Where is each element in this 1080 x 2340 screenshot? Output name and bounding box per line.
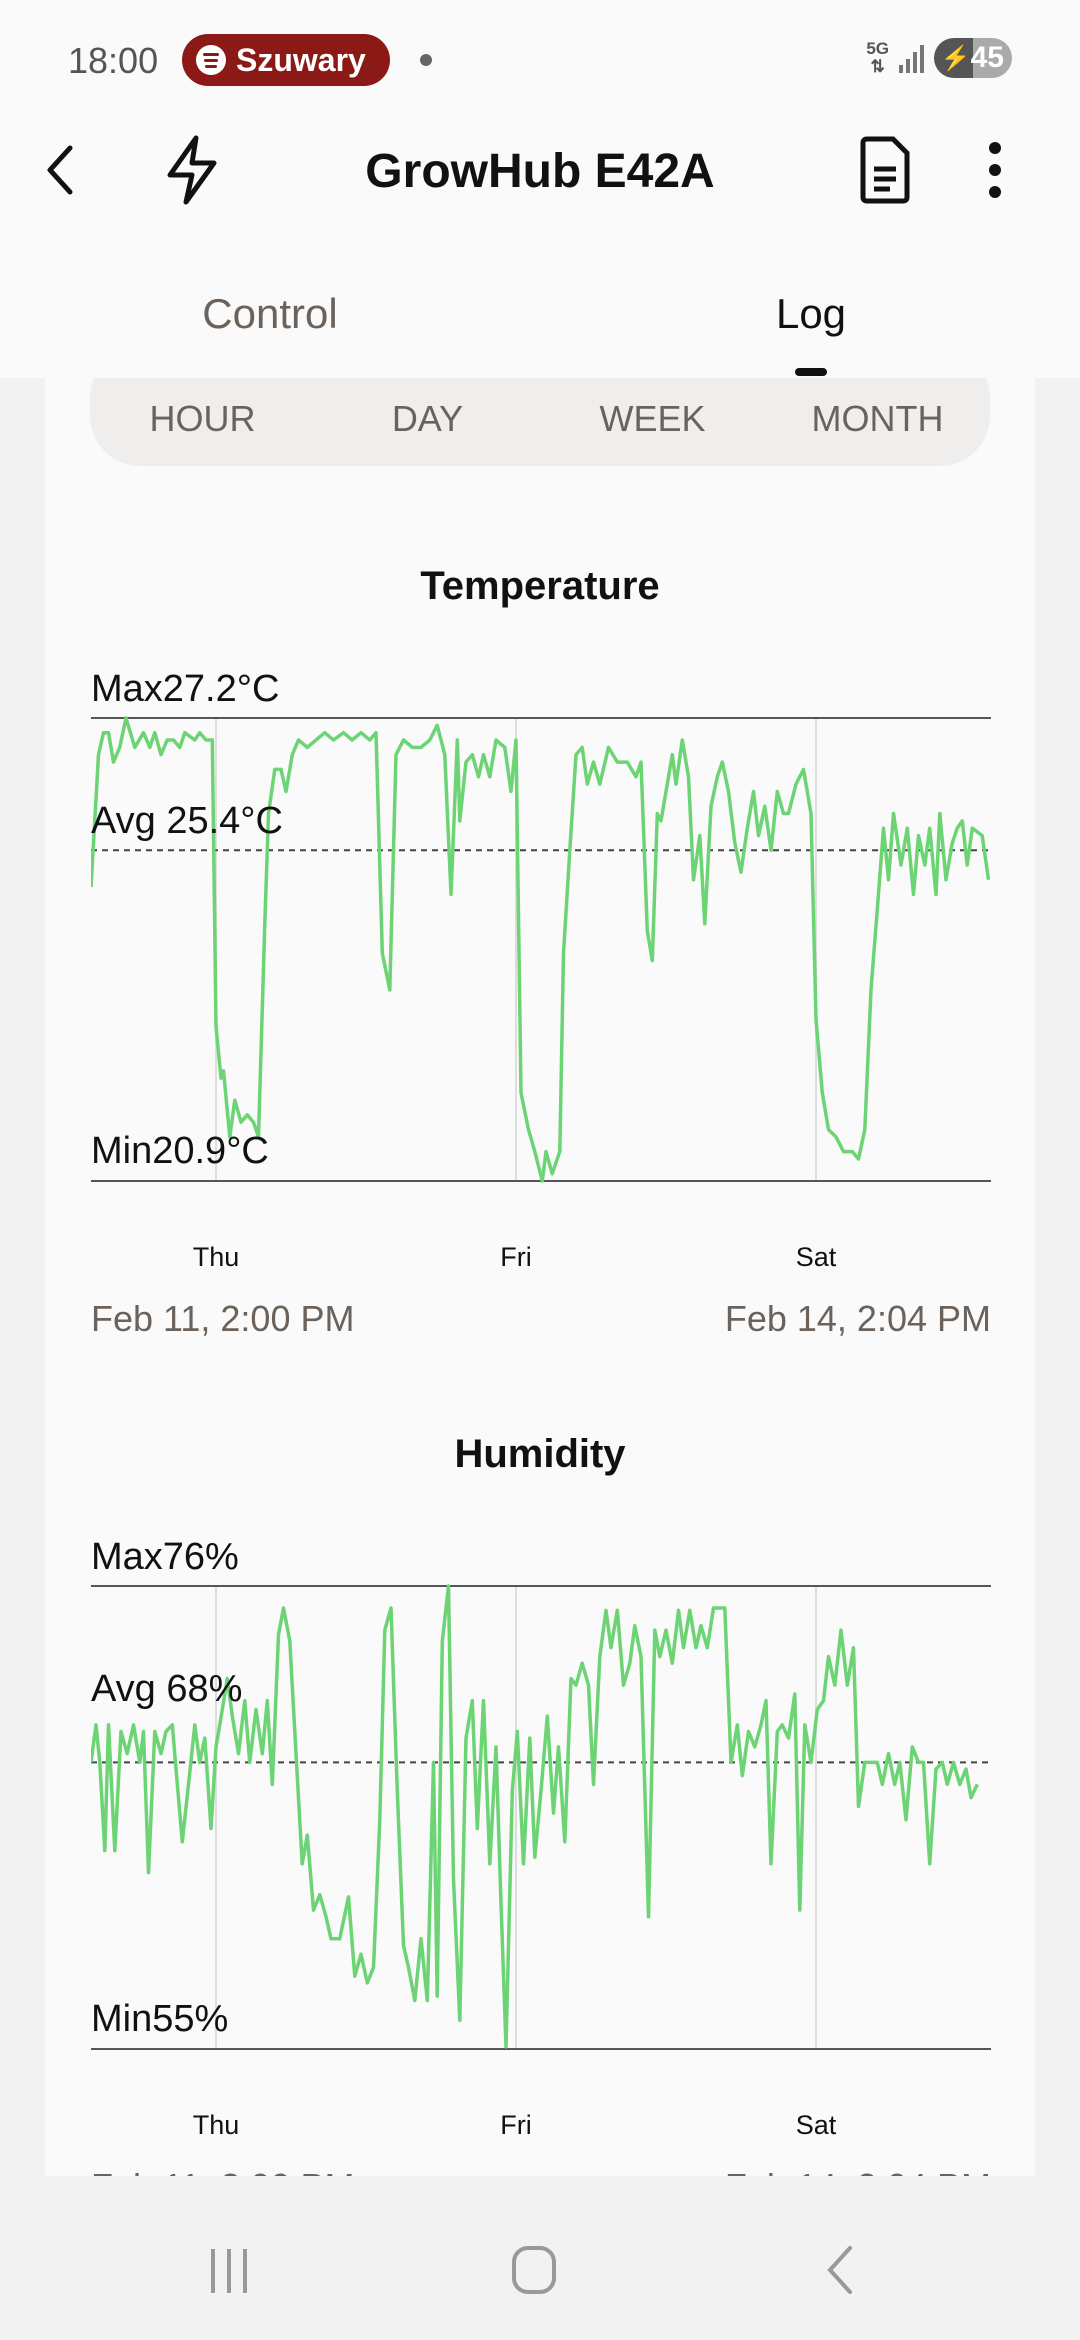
- x-tick-sat: Sat: [795, 2110, 837, 2140]
- app-header: GrowHub E42A: [0, 120, 1080, 220]
- range-start: Feb 11, 2:00 PM: [91, 1298, 355, 1339]
- recents-icon[interactable]: [205, 2247, 255, 2295]
- range-month[interactable]: MONTH: [811, 398, 944, 439]
- status-bar: 18:00 Szuwary 5G ⇅ ⚡ 45: [0, 32, 1080, 88]
- tab-control[interactable]: Control: [202, 290, 338, 337]
- temperature-chart: Max27.2°C Avg 25.4°C Min20.9°C Thu Fri S…: [91, 668, 991, 1272]
- max-label: Max27.2°C: [91, 668, 280, 710]
- range-hour[interactable]: HOUR: [149, 398, 256, 439]
- max-label: Max76%: [91, 1536, 239, 1578]
- x-tick-fri: Fri: [500, 1242, 532, 1272]
- range-end: Feb 14, 2:04 PM: [725, 2166, 991, 2176]
- lightning-icon[interactable]: [152, 130, 232, 210]
- system-back-icon[interactable]: [820, 2245, 860, 2295]
- tab-bar: Control Log: [0, 280, 1080, 380]
- min-label: Min20.9°C: [91, 1130, 269, 1172]
- x-tick-thu: Thu: [192, 2110, 240, 2140]
- clock: 18:00: [68, 40, 159, 81]
- humidity-title: Humidity: [454, 1432, 626, 1476]
- battery-level: 45: [970, 41, 1004, 74]
- range-end: Feb 14, 2:04 PM: [724, 1298, 991, 1339]
- media-app-name: Szuwary: [236, 41, 366, 78]
- notification-dot-icon: [420, 54, 432, 66]
- tab-log[interactable]: Log: [775, 290, 847, 337]
- range-selector: HOUR DAY WEEK MONTH: [90, 378, 990, 466]
- battery-icon: ⚡ 45: [934, 38, 1012, 78]
- page-title: GrowHub E42A: [365, 145, 715, 198]
- range-week[interactable]: WEEK: [599, 398, 706, 439]
- top-bar: 18:00 Szuwary 5G ⇅ ⚡ 45 GrowHub E42A Contr…: [0, 0, 1080, 378]
- range-day[interactable]: DAY: [391, 398, 464, 439]
- avg-label: Avg 25.4°C: [91, 800, 283, 842]
- x-tick-sat: Sat: [795, 1242, 837, 1272]
- humidity-plot: [91, 1584, 991, 2050]
- active-tab-indicator: [795, 368, 827, 376]
- range-start: Feb 11, 2:00 PM: [91, 2166, 354, 2176]
- temperature-plot: [91, 716, 991, 1183]
- data-series-line: [91, 716, 991, 1183]
- network-5g-icon: 5G ⇅: [866, 39, 889, 76]
- back-icon[interactable]: [20, 130, 100, 210]
- media-notification-pill[interactable]: Szuwary: [182, 34, 390, 86]
- avg-label: Avg 68%: [91, 1668, 243, 1710]
- data-series-line: [91, 1584, 979, 2049]
- x-tick-thu: Thu: [192, 1242, 240, 1272]
- temperature-title: Temperature: [420, 564, 660, 608]
- system-nav-bar: [0, 2177, 1080, 2340]
- log-card: HOUR DAY WEEK MONTH Temperature Max27.2°…: [45, 378, 1035, 2176]
- spotify-icon: [196, 45, 226, 75]
- document-icon[interactable]: [845, 130, 925, 210]
- network-label: 5G: [866, 39, 889, 58]
- more-icon[interactable]: [955, 130, 1035, 210]
- min-label: Min55%: [91, 1998, 229, 2040]
- humidity-chart: Max76% Avg 68% Min55% Thu Fri Sat: [91, 1536, 991, 2140]
- signal-icon: [899, 43, 924, 73]
- home-icon[interactable]: [510, 2245, 560, 2295]
- x-tick-fri: Fri: [500, 2110, 532, 2140]
